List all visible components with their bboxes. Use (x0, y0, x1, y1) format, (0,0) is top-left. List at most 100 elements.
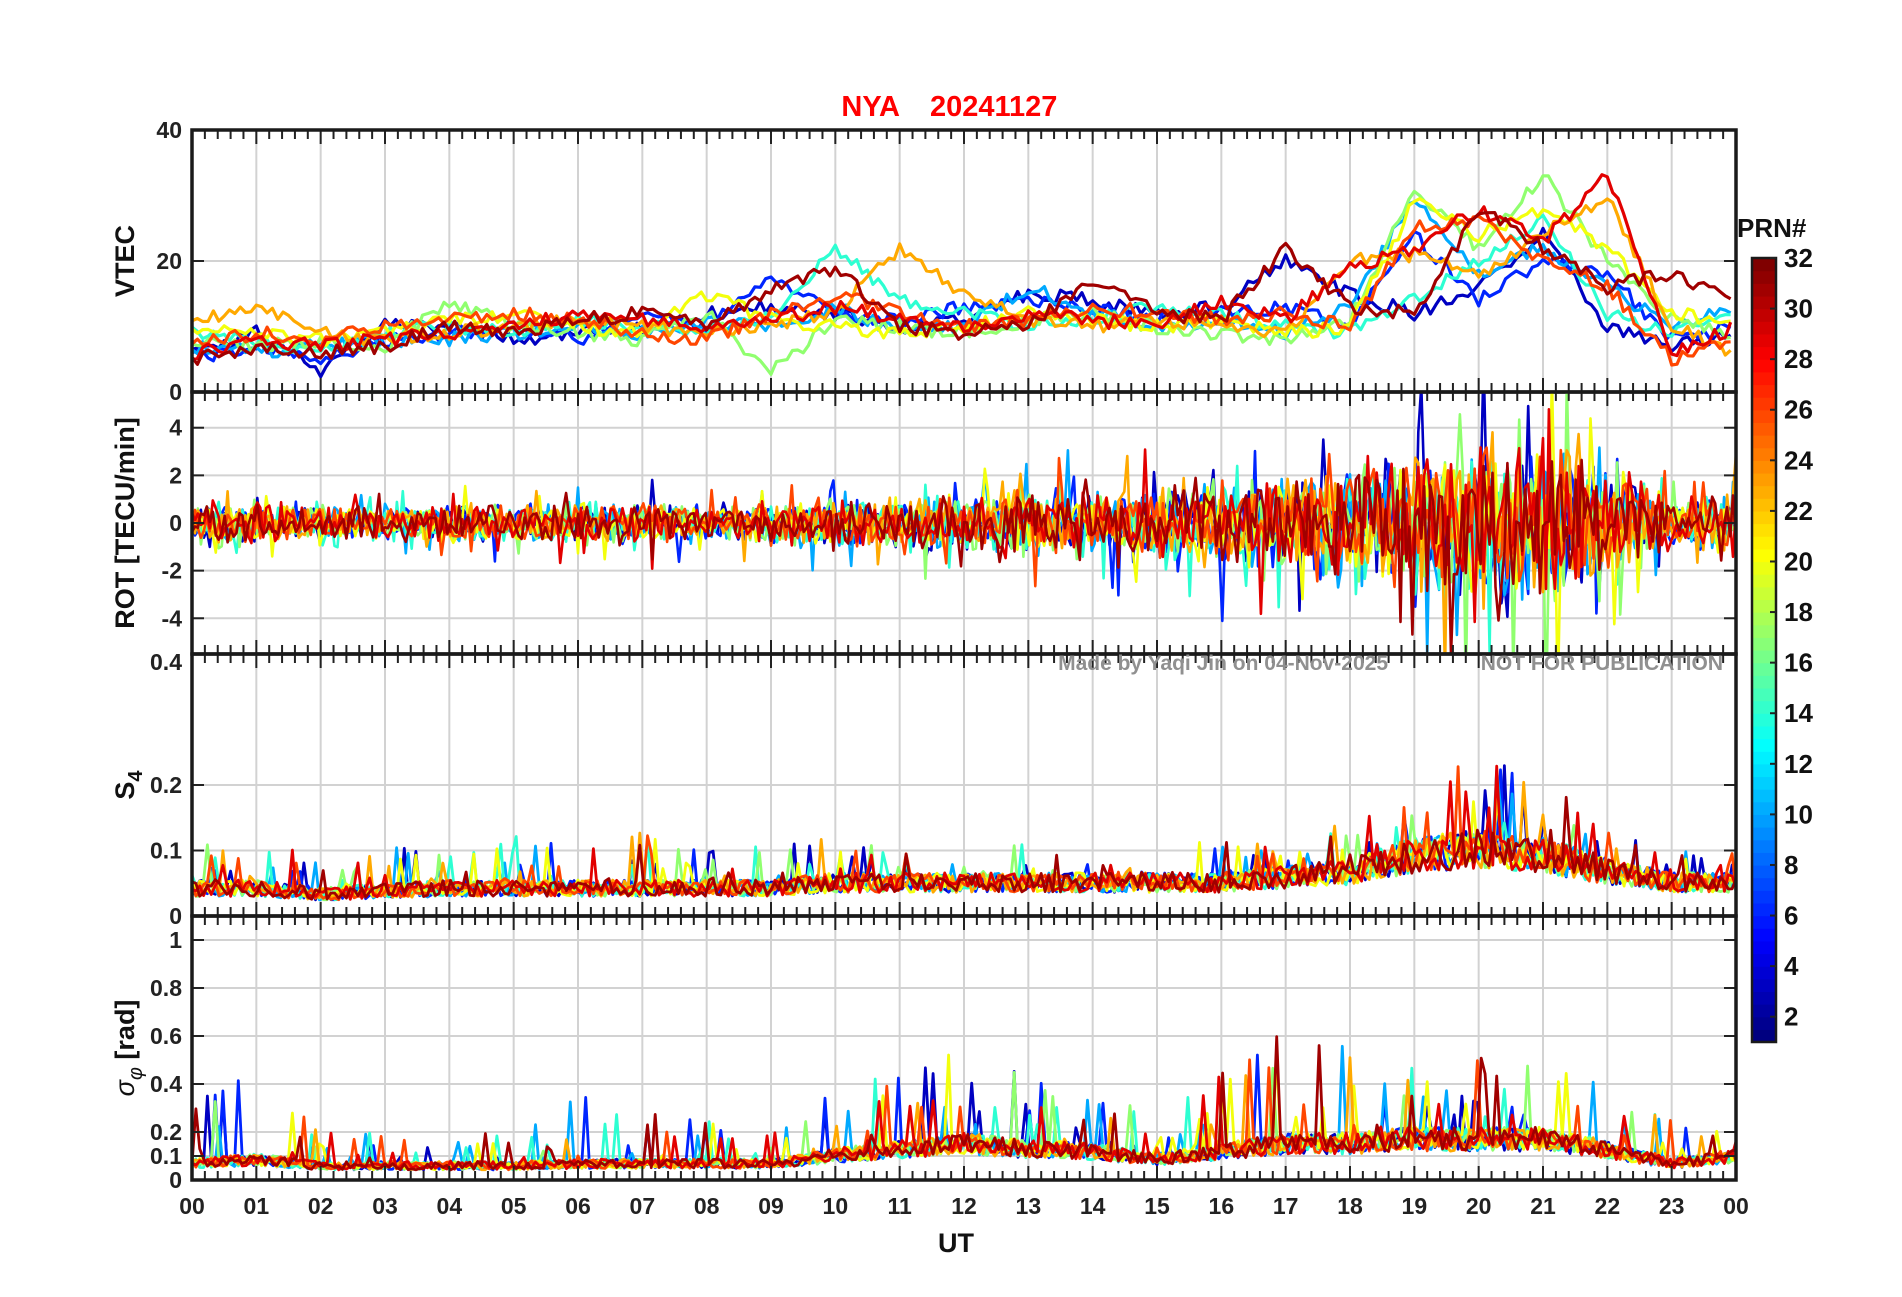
colorbar-segment (1752, 270, 1776, 284)
xtick-label: 23 (1659, 1193, 1685, 1219)
xtick-label: 14 (1080, 1193, 1106, 1219)
title-date: 20241127 (930, 91, 1057, 123)
colorbar-segment (1752, 801, 1776, 815)
colorbar-tick-label: 24 (1784, 445, 1813, 475)
xtick-label: 13 (1016, 1193, 1042, 1219)
ytick-label: 0.4 (150, 649, 182, 675)
xtick-label: 15 (1144, 1193, 1170, 1219)
colorbar-segment (1752, 447, 1776, 461)
xtick-label: 06 (565, 1193, 591, 1219)
watermark-made-by: Made by Yaqi Jin on 04-Nov-2025 (1058, 652, 1388, 675)
colorbar-segment (1752, 536, 1776, 550)
colorbar-segment (1752, 991, 1776, 1005)
colorbar-tick-label: 28 (1784, 344, 1813, 374)
colorbar-segment (1752, 624, 1776, 638)
ytick-label: 20 (156, 248, 182, 274)
xtick-label: 18 (1337, 1193, 1363, 1219)
panel-sigma_phi: 00.10.2 0.4 0.6 0.8 1 σφ [rad] (110, 914, 1738, 1193)
colorbar-segment (1752, 1029, 1776, 1043)
colorbar-segment (1752, 409, 1776, 423)
colorbar-tick-label: 4 (1784, 951, 1799, 981)
colorbar-segment (1752, 789, 1776, 803)
colorbar-segment (1752, 662, 1776, 676)
colorbar-segment (1752, 978, 1776, 993)
xtick-label: 21 (1530, 1193, 1556, 1219)
colorbar-segment (1752, 574, 1776, 588)
colorbar-segment (1752, 852, 1776, 866)
ytick-label: 40 (156, 117, 182, 143)
colorbar-segment (1752, 523, 1776, 537)
colorbar-segment (1752, 384, 1776, 398)
colorbar-segment (1752, 612, 1776, 626)
series-prn-31 (192, 795, 1736, 901)
ytick-label: 0 (169, 510, 182, 536)
colorbar-segment (1752, 283, 1776, 297)
colorbar-tick-label: 8 (1784, 850, 1798, 880)
sigma_phi-frame (190, 914, 1738, 1182)
colorbar-segment (1752, 650, 1776, 664)
xtick-label: 10 (823, 1193, 849, 1219)
colorbar-segment (1752, 763, 1776, 778)
xtick-label: 17 (1273, 1193, 1299, 1219)
colorbar-segment (1752, 561, 1776, 575)
xtick-label: 07 (630, 1193, 656, 1219)
ytick-label: 0.1 (150, 838, 182, 864)
series-prn-31 (192, 458, 1736, 654)
colorbar-segment (1752, 295, 1776, 310)
colorbar-segment (1752, 814, 1776, 828)
colorbar-segment (1752, 397, 1776, 411)
xtick-label: 19 (1402, 1193, 1428, 1219)
s4-series (192, 764, 1736, 902)
xtick-label: 01 (244, 1193, 270, 1219)
ytick-label: 0.1 (150, 1143, 182, 1169)
colorbar-segment (1752, 422, 1776, 436)
vtec-series (192, 173, 1733, 379)
panel-s4: 0 0.1 0.2 0.4 S4 (110, 649, 1738, 929)
colorbar-segment (1752, 346, 1776, 360)
ytick-label: 0.4 (150, 1071, 182, 1097)
vtec-grid (192, 129, 1736, 393)
xtick-label: 00 (1723, 1193, 1749, 1219)
xtick-label: 11 (888, 1193, 913, 1219)
xtick-label: 22 (1595, 1193, 1621, 1219)
colorbar-segment (1752, 839, 1776, 853)
colorbar-segment (1752, 359, 1776, 373)
xtick-label: 20 (1466, 1193, 1492, 1219)
colorbar-tick-label: 22 (1784, 496, 1813, 526)
series-prn-31 (192, 211, 1732, 366)
colorbar-segment (1752, 258, 1776, 272)
s4-ylabel: S4 (110, 770, 147, 800)
xtick-label: 16 (1209, 1193, 1235, 1219)
colorbar-tick-label: 30 (1784, 294, 1813, 324)
ytick-label: 1 (169, 927, 182, 953)
colorbar-segment (1752, 940, 1776, 955)
colorbar-tick-label: 20 (1784, 546, 1813, 576)
series-prn-17 (192, 174, 1731, 376)
xtick-label: 08 (694, 1193, 720, 1219)
colorbar-segment (1752, 751, 1776, 765)
colorbar-segment (1752, 308, 1776, 322)
colorbar-tick-label: 32 (1784, 243, 1813, 273)
colorbar-segment (1752, 371, 1776, 386)
colorbar-segment (1752, 877, 1776, 891)
colorbar-segment (1752, 700, 1776, 714)
colorbar-segment (1752, 890, 1776, 904)
ytick-label: 0.2 (150, 772, 182, 798)
colorbar-segment (1752, 1016, 1776, 1030)
colorbar-segment (1752, 472, 1776, 487)
colorbar-tick-label: 26 (1784, 395, 1813, 425)
colorbar-segment (1752, 460, 1776, 474)
colorbar-tick-label: 16 (1784, 648, 1813, 678)
ytick-label: 0.8 (150, 975, 182, 1001)
colorbar-label: PRN# (1737, 213, 1807, 243)
ytick-label: 0.6 (150, 1023, 182, 1049)
colorbar-segment (1752, 713, 1776, 727)
colorbar-segment (1752, 915, 1776, 929)
ytick-label: -4 (162, 605, 183, 631)
xtick-label: 12 (951, 1193, 977, 1219)
panel-vtec: 0 20 40 VTEC (110, 117, 1738, 405)
colorbar-tick-label: 12 (1784, 749, 1813, 779)
colorbar-tick-label: 2 (1784, 1002, 1798, 1032)
colorbar-segment (1752, 827, 1776, 841)
